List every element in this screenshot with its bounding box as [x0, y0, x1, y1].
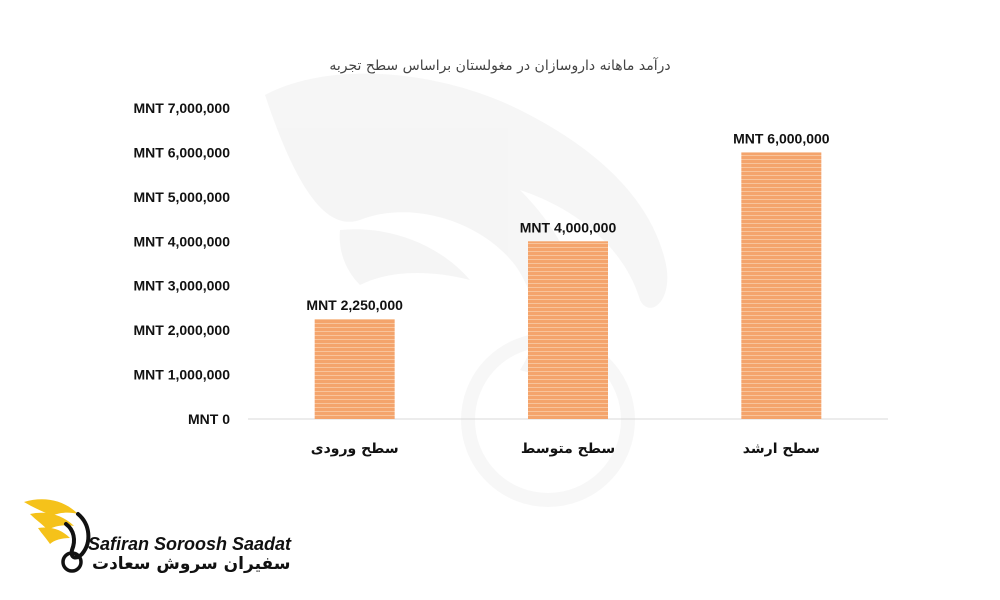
bar: [741, 152, 822, 419]
chart-title: درآمد ماهانه داروسازان در مغولستان براسا…: [329, 58, 671, 74]
bar: [314, 319, 395, 419]
bar: [528, 241, 608, 419]
y-tick-label: MNT 3,000,000: [134, 278, 231, 294]
brand-name-latin: Safiran Soroosh Saadat: [88, 534, 292, 554]
data-label: MNT 6,000,000: [733, 130, 830, 146]
data-label: MNT 2,250,000: [306, 297, 403, 313]
x-tick-label: سطح ورودی: [311, 441, 399, 457]
brand-name-persian: سفیران سروش سعادت: [92, 554, 291, 574]
y-axis: MNT 0 MNT 1,000,000 MNT 2,000,000 MNT 3,000…: [134, 100, 231, 427]
swan-icon: [24, 499, 91, 573]
y-tick-label: MNT 1,000,000: [134, 367, 231, 383]
y-tick-label: MNT 0: [188, 411, 230, 427]
data-labels: MNT 2,250,000 MNT 4,000,000 MNT 6,000,000: [306, 130, 829, 313]
y-tick-label: MNT 7,000,000: [134, 100, 231, 116]
y-tick-label: MNT 4,000,000: [134, 233, 231, 249]
data-label: MNT 4,000,000: [520, 219, 617, 235]
y-tick-label: MNT 5,000,000: [134, 189, 231, 205]
brand-logo: Safiran Soroosh Saadat سفیران سروش سعادت: [20, 492, 292, 582]
x-tick-label: سطح متوسط: [521, 441, 615, 457]
bars: [314, 152, 822, 419]
y-tick-label: MNT 2,000,000: [134, 322, 231, 338]
x-axis: سطح ورودی سطح متوسط سطح ارشد: [311, 441, 820, 457]
x-tick-label: سطح ارشد: [743, 441, 820, 457]
y-tick-label: MNT 6,000,000: [134, 144, 231, 160]
